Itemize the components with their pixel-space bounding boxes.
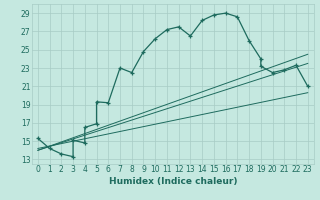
X-axis label: Humidex (Indice chaleur): Humidex (Indice chaleur) [108,177,237,186]
